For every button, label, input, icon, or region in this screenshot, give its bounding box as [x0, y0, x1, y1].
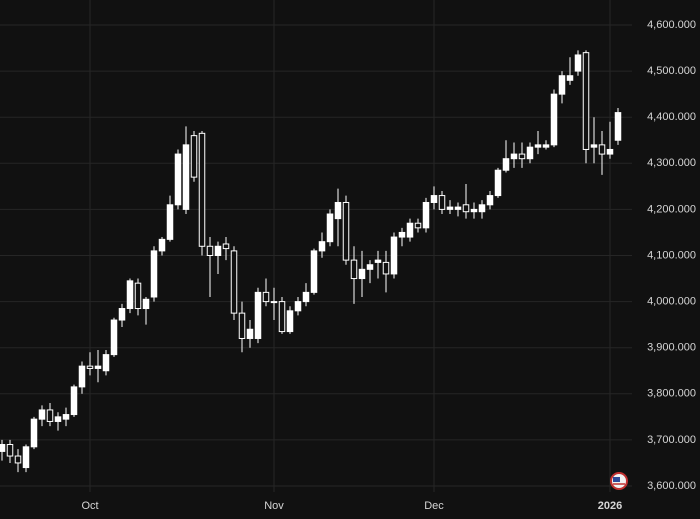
candle-body [414, 222, 422, 229]
candle-body [502, 158, 510, 171]
y-tick-label: 4,500.000 [647, 65, 696, 77]
candle-body [38, 409, 46, 420]
candle-body [374, 259, 382, 263]
candle-body [550, 93, 558, 146]
candle-body [142, 298, 150, 310]
candle-body [94, 365, 102, 369]
candle-body [54, 416, 62, 422]
candle-body [318, 241, 326, 252]
candle-body [246, 328, 254, 339]
candle-body [478, 204, 486, 213]
y-tick-label: 4,000.000 [647, 296, 696, 308]
candle-body [174, 153, 182, 206]
candle-body [270, 301, 278, 304]
candle-body [406, 222, 414, 238]
candle-body [334, 201, 342, 220]
candle-body [22, 446, 30, 469]
candle-body [446, 206, 454, 210]
candles [0, 50, 622, 473]
labels: 3,600.000 3,700.000 3,800.000 3,900.000 4,00… [81, 19, 696, 512]
candle-body [14, 455, 22, 464]
candle-body [566, 75, 574, 81]
candle-body [62, 414, 70, 420]
candle-body [390, 236, 398, 275]
candle-body [462, 204, 470, 213]
candle-body [310, 250, 318, 293]
y-tick-label: 4,200.000 [647, 203, 696, 215]
candle-body [366, 264, 374, 270]
candle-body [0, 444, 6, 452]
candle-body [526, 146, 534, 160]
x-tick-label: Nov [264, 500, 284, 512]
candle-body [326, 213, 334, 243]
candle-body [614, 112, 622, 141]
candle-body [590, 144, 598, 148]
candle-body [510, 153, 518, 160]
candle-body [438, 195, 446, 210]
candle-body [222, 243, 230, 250]
y-tick-label: 4,100.000 [647, 249, 696, 261]
candle-body [158, 238, 166, 252]
candle-body [350, 259, 358, 280]
candle-body [422, 201, 430, 229]
x-tick-label: 2026 [598, 500, 622, 512]
candle-body [430, 195, 438, 203]
candle-body [126, 280, 134, 310]
candle-body [230, 250, 238, 314]
candle-body [542, 144, 550, 148]
grid [0, 0, 632, 492]
candle-body [110, 319, 118, 356]
candle-body [134, 282, 142, 310]
candle-body [606, 148, 614, 155]
candle-body [182, 144, 190, 210]
candle-body [302, 291, 310, 303]
candle-body [398, 231, 406, 238]
candle-body [278, 301, 286, 333]
x-tick-label: Oct [81, 500, 98, 512]
candle-body [262, 291, 270, 303]
y-tick-label: 3,600.000 [647, 480, 696, 492]
candle-body [294, 301, 302, 312]
candle-body [6, 444, 14, 457]
candle-body [238, 312, 246, 339]
candle-body [286, 310, 294, 333]
y-tick-label: 4,300.000 [647, 157, 696, 169]
y-tick-label: 3,900.000 [647, 342, 696, 354]
candle-body [342, 201, 350, 261]
candle-body [582, 52, 590, 150]
candle-body [166, 204, 174, 240]
candle-body [494, 169, 502, 197]
candle-body [86, 365, 94, 369]
candle-body [534, 144, 542, 148]
candle-body [382, 261, 390, 275]
y-tick-label: 3,800.000 [647, 388, 696, 400]
y-tick-label: 3,700.000 [647, 434, 696, 446]
y-tick-label: 4,400.000 [647, 111, 696, 123]
candle-body [214, 245, 222, 256]
candle-body [30, 418, 38, 448]
flag-icon [610, 472, 628, 490]
candle-body [150, 250, 158, 298]
candle-body [102, 354, 110, 372]
candle-body [574, 54, 582, 72]
candle-body [118, 308, 126, 321]
candle-body [486, 195, 494, 206]
candle-body [454, 206, 462, 210]
candle-body [518, 153, 526, 160]
candle-body [598, 144, 606, 155]
candle-body [78, 365, 86, 388]
candle-body [70, 386, 78, 416]
candle-body [558, 75, 566, 95]
candle-body [198, 132, 206, 247]
candle-body [190, 135, 198, 178]
candle-body [254, 291, 262, 339]
candle-body [470, 208, 478, 213]
candle-body [358, 268, 366, 280]
y-tick-label: 4,600.000 [647, 19, 696, 31]
candle-body [46, 409, 54, 422]
x-tick-label: Dec [424, 500, 444, 512]
candle-body [206, 245, 214, 256]
